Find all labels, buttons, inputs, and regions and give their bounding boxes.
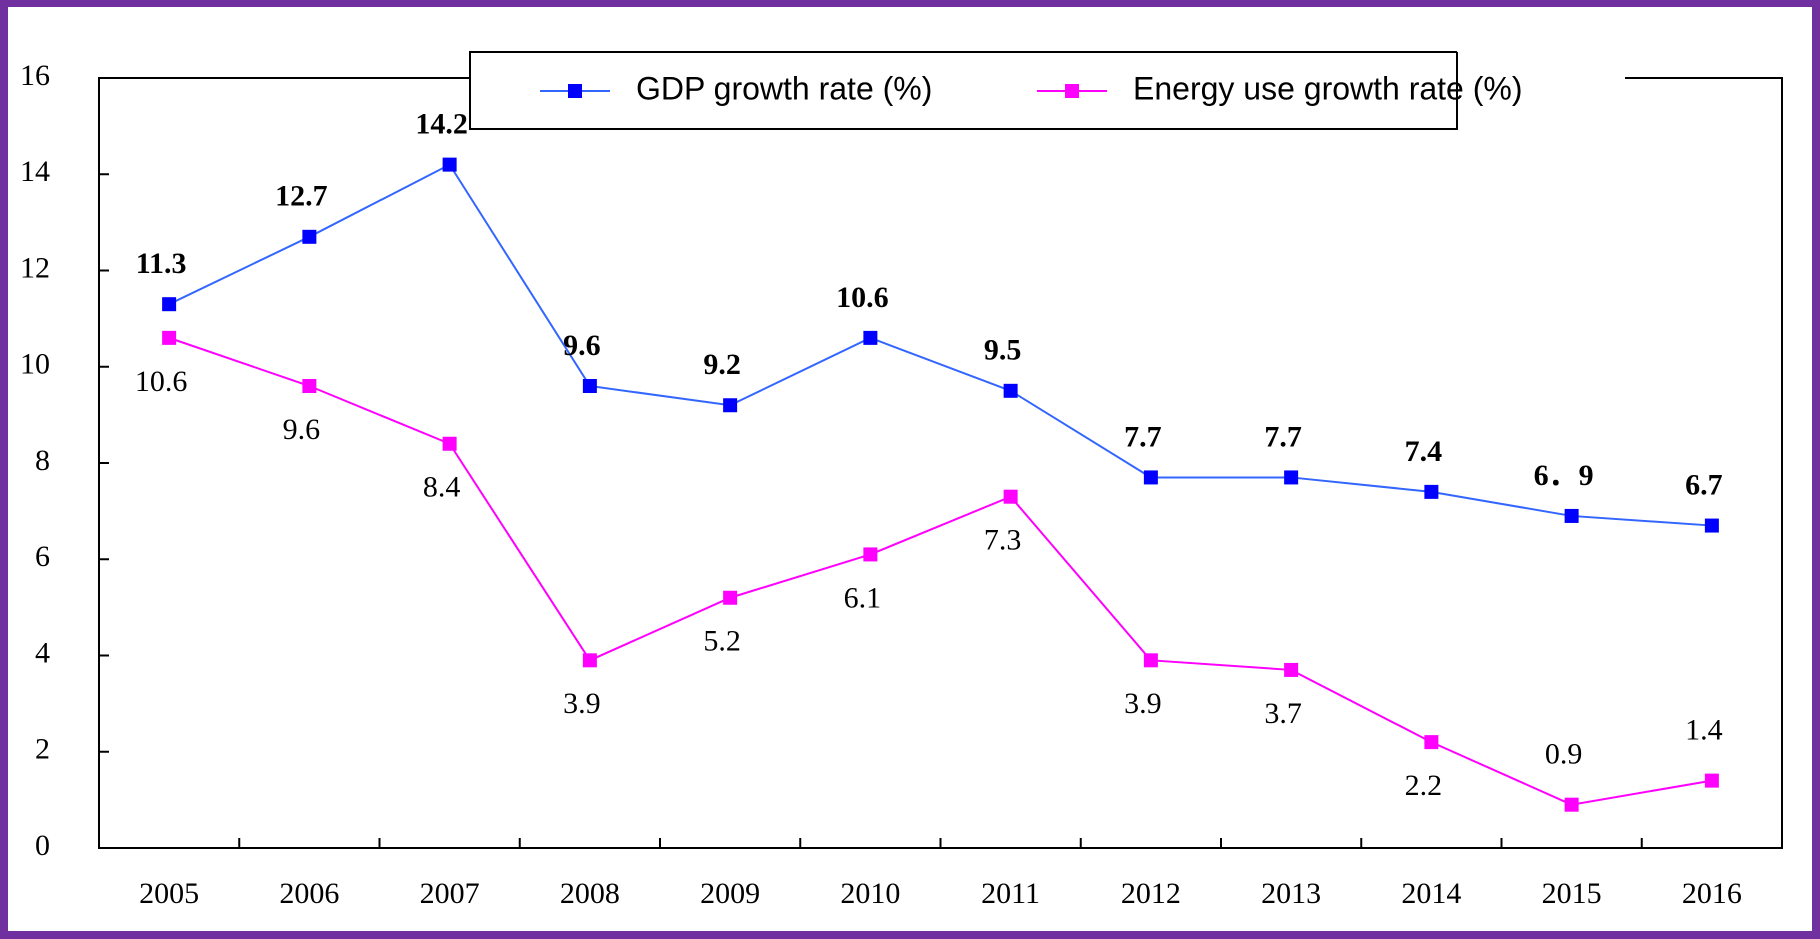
legend-label: Energy use growth rate (%): [1133, 70, 1523, 106]
legend-marker: [568, 84, 582, 98]
marker: [302, 379, 317, 393]
legend-label: GDP growth rate (%): [636, 70, 932, 106]
y-tick-label: 6: [35, 540, 50, 573]
data-label: 7.7: [1124, 420, 1162, 453]
y-tick-label: 2: [35, 733, 50, 766]
marker: [723, 590, 738, 605]
data-label: 11.3: [136, 247, 187, 280]
data-label: 7.4: [1405, 435, 1443, 468]
y-tick-label: 4: [35, 636, 50, 669]
x-tick-label: 2009: [700, 877, 760, 910]
y-tick-label: 12: [20, 251, 50, 284]
data-label: 10.6: [836, 281, 889, 314]
marker: [1003, 489, 1018, 504]
x-tick-label: 2015: [1542, 877, 1602, 910]
y-tick-label: 10: [20, 348, 50, 381]
data-label: 9.5: [984, 334, 1022, 367]
marker: [302, 229, 317, 244]
marker: [1003, 383, 1018, 398]
marker: [863, 547, 878, 562]
data-label: 14.2: [415, 108, 468, 141]
y-tick-label: 8: [35, 444, 50, 477]
marker: [442, 436, 457, 451]
marker: [162, 297, 177, 312]
marker: [442, 157, 457, 172]
marker: [1143, 653, 1158, 668]
data-label: 6.7: [1685, 468, 1723, 501]
data-label: 9.2: [703, 348, 741, 381]
x-tick-label: 2006: [279, 877, 339, 910]
data-label: 6．9: [1534, 459, 1594, 492]
data-label: 10.6: [135, 365, 188, 398]
marker: [1564, 508, 1579, 523]
data-label: 7.3: [984, 524, 1022, 557]
series-line: [168, 163, 1712, 527]
marker: [582, 379, 597, 393]
data-label: 0.9: [1545, 738, 1583, 771]
data-label: 7.7: [1264, 420, 1302, 453]
marker: [723, 398, 738, 413]
marker: [1284, 662, 1299, 677]
y-tick-label: 14: [20, 155, 50, 188]
x-tick-label: 2011: [981, 877, 1040, 910]
data-label: 9.6: [563, 329, 601, 362]
legend-marker: [1065, 84, 1079, 98]
marker: [1704, 518, 1719, 533]
x-tick-label: 2012: [1121, 877, 1181, 910]
x-tick-label: 2008: [560, 877, 620, 910]
x-tick-label: 2013: [1261, 877, 1321, 910]
legend-border: [469, 51, 1458, 130]
marker: [1564, 797, 1579, 812]
marker: [1424, 484, 1439, 499]
marker: [1704, 773, 1719, 788]
data-label: 3.9: [563, 687, 601, 720]
x-tick-label: 2016: [1682, 877, 1742, 910]
data-label: 5.2: [703, 625, 741, 658]
data-label: 6.1: [844, 581, 882, 614]
data-label: 2.2: [1405, 769, 1443, 802]
marker: [1284, 470, 1299, 485]
marker: [582, 653, 597, 668]
data-label: 9.6: [283, 413, 321, 446]
series-line: [168, 336, 1713, 806]
data-label: 3.9: [1124, 687, 1162, 720]
data-label: 1.4: [1685, 714, 1723, 747]
x-tick-label: 2014: [1401, 877, 1461, 910]
x-tick-label: 2005: [139, 877, 199, 910]
x-tick-label: 2010: [840, 877, 900, 910]
marker: [162, 330, 177, 345]
marker: [1424, 735, 1439, 750]
y-tick-label: 0: [35, 829, 50, 862]
marker: [1143, 470, 1158, 485]
marker: [863, 330, 878, 345]
data-label: 3.7: [1264, 697, 1302, 730]
y-tick-label: 16: [20, 59, 50, 92]
x-tick-label: 2007: [420, 877, 480, 910]
data-label: 8.4: [423, 471, 461, 504]
data-label: 12.7: [275, 180, 328, 213]
